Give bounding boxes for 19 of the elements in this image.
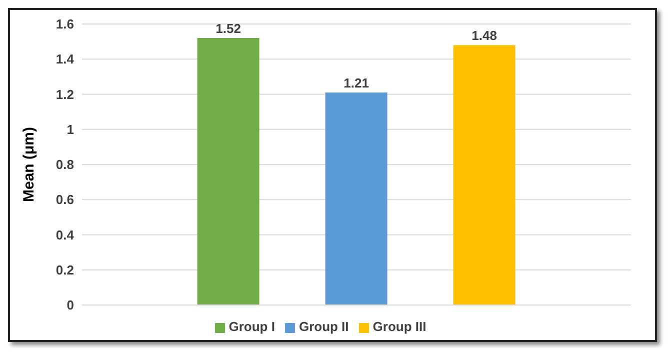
y-tick-label: 1.6 <box>56 16 74 32</box>
y-tick-label: 0.6 <box>56 192 74 208</box>
bar <box>453 45 516 305</box>
legend-label: Group III <box>372 319 426 334</box>
y-tick-label: 0 <box>66 298 74 313</box>
y-tick-label: 0.4 <box>56 227 75 242</box>
y-tick-label: 0.8 <box>56 157 74 172</box>
bar <box>325 92 388 305</box>
y-tick-label: 1 <box>66 122 74 137</box>
legend-label: Group II <box>298 319 349 334</box>
data-label: 1.52 <box>216 21 241 36</box>
data-label: 1.48 <box>472 28 497 44</box>
y-tick-label: 1.2 <box>56 86 74 102</box>
y-tick-label: 0.2 <box>56 262 74 278</box>
data-label: 1.21 <box>344 75 369 90</box>
legend-label: Group I <box>228 319 275 334</box>
y-tick-label: 1.4 <box>56 52 75 67</box>
y-axis-title: Mean (μm) <box>20 126 38 202</box>
bar <box>197 38 260 305</box>
